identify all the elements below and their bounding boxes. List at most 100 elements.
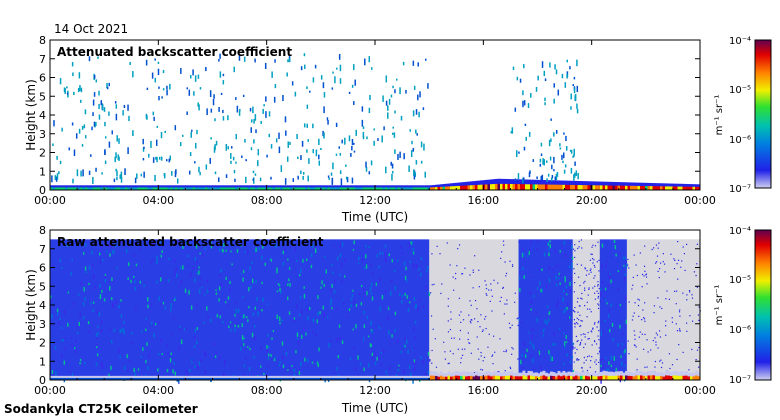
backscatter-cell [342,187,346,190]
noise-speck [279,361,281,364]
backscatter-speck [271,71,273,78]
backscatter-speck [320,147,322,151]
backscatter-speck [101,172,103,175]
backscatter-cell [635,375,638,380]
noise-speck [158,296,161,301]
backscatter-cell [560,376,563,380]
noise-speck [213,342,215,346]
noise-speck [593,264,595,267]
backscatter-speck [81,144,84,147]
noise-speck [567,302,569,308]
noise-speck [274,356,276,360]
noise-speck [471,319,473,321]
backscatter-speck [563,132,565,135]
noise-speck [591,331,593,333]
backscatter-speck [573,154,575,157]
noise-speck [578,319,580,321]
backscatter-cell [480,184,483,190]
noise-speck [369,343,372,348]
noise-speck [318,347,320,352]
noise-speck [244,250,246,253]
backscatter-cell [270,187,273,190]
backscatter-speck [335,122,338,127]
noise-speck [353,240,355,245]
noise-speck [671,364,674,366]
backscatter-speck [80,87,83,93]
backscatter-cell [125,187,128,190]
backscatter-cell [202,377,206,380]
backscatter-speck [73,91,75,96]
noise-speck [503,350,505,353]
noise-speck [594,298,596,300]
backscatter-speck [303,53,306,57]
backscatter-speck [225,174,228,179]
noise-speck [91,250,93,255]
backscatter-speck [79,99,82,103]
noise-speck [61,339,63,342]
backscatter-cell [592,185,596,190]
backscatter-speck [124,168,126,176]
backscatter-cell [552,372,556,380]
noise-speck [242,277,244,282]
noise-speck [420,272,422,277]
noise-speck [576,359,578,361]
backscatter-cell [567,371,571,380]
noise-speck [498,371,500,373]
backscatter-cell [435,187,438,190]
backscatter-cell [657,376,661,380]
noise-speck [460,362,462,364]
backscatter-speck [245,159,247,162]
noise-speck [135,263,138,267]
noise-speck [657,347,659,349]
noise-speck [198,289,201,294]
noise-speck [532,367,535,370]
noise-speck [158,321,161,324]
backscatter-speck [573,172,576,178]
noise-speck [312,244,314,248]
backscatter-speck [573,76,576,80]
backscatter-speck [573,148,575,156]
noise-speck [79,362,81,365]
backscatter-speck [209,157,211,164]
noise-speck [522,266,524,271]
noise-speck [609,272,611,277]
noise-speck [677,278,679,280]
backscatter-speck [162,88,165,91]
noise-speck [588,355,590,357]
backscatter-cell [190,187,193,190]
backscatter-cell [347,377,351,380]
noise-speck [594,340,596,343]
noise-speck [147,365,149,370]
noise-speck [574,347,576,349]
backscatter-cell [475,375,478,380]
noise-speck [173,361,175,365]
backscatter-speck [341,139,343,144]
noise-speck [452,353,454,355]
backscatter-speck [230,146,233,149]
noise-speck [325,269,327,274]
noise-speck [399,296,402,300]
noise-speck [404,345,406,348]
backscatter-speck [523,146,526,151]
noise-speck [579,325,581,327]
noise-speck [665,298,667,300]
backscatter-speck [218,58,220,62]
noise-speck [593,340,596,342]
backscatter-cell [125,377,128,380]
noise-speck [573,310,575,312]
backscatter-speck [351,138,354,146]
backscatter-cell [382,377,386,380]
backscatter-speck [573,87,576,94]
backscatter-cell [417,377,421,380]
backscatter-cell [550,375,553,380]
noise-speck [657,270,659,273]
noise-speck [334,279,336,284]
panel-2-xlabel: Time (UTC) [341,401,408,415]
backscatter-cell [500,376,503,380]
noise-speck [365,264,368,269]
noise-speck [571,355,574,359]
backscatter-speck [238,54,241,61]
noise-speck [203,321,205,325]
backscatter-speck [72,178,74,184]
backscatter-speck [563,169,566,174]
